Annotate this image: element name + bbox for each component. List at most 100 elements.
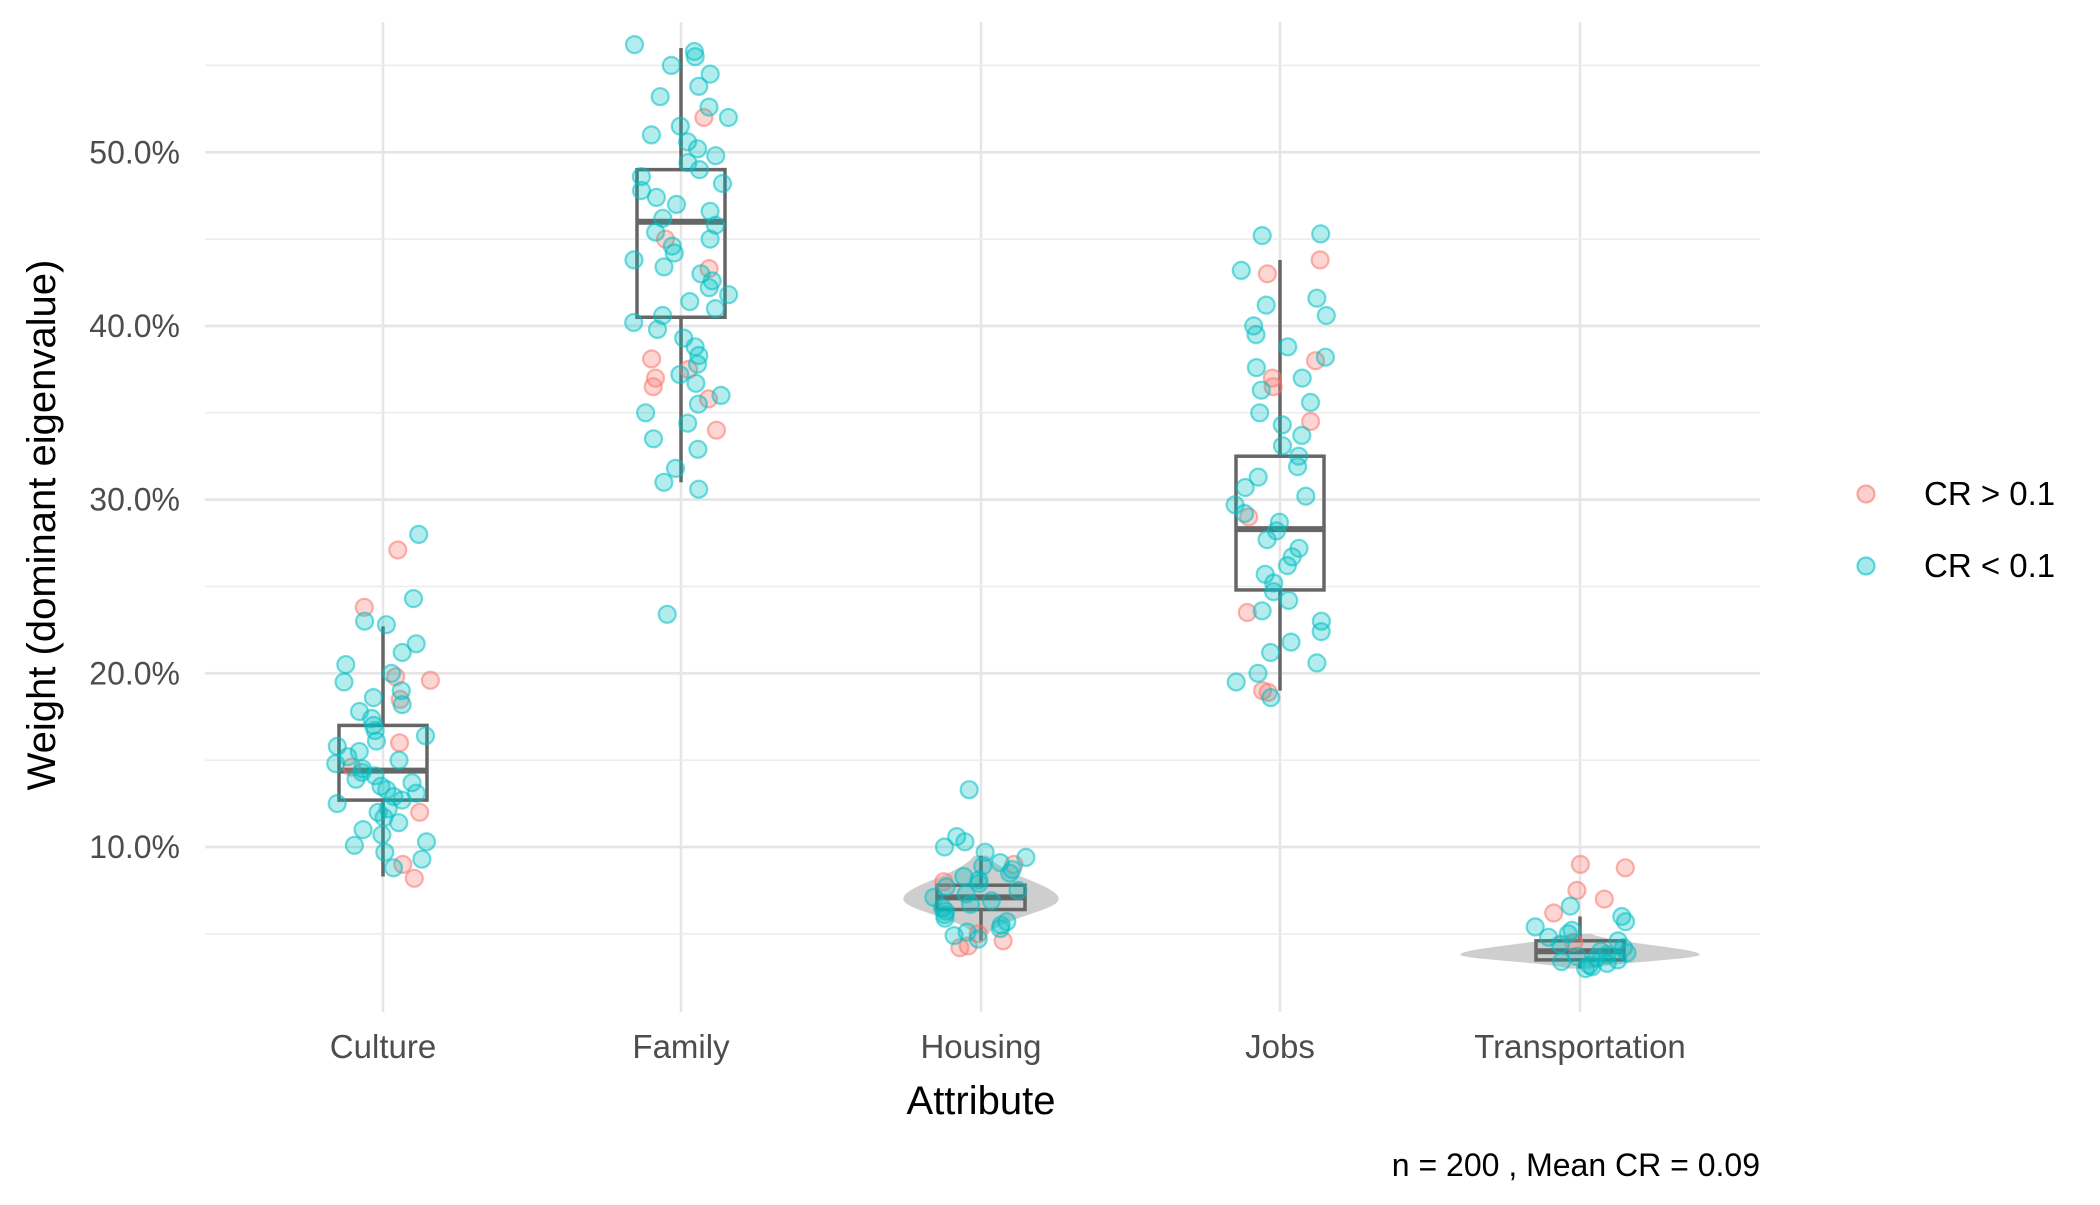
point-cr-low-housing [1016,847,1036,868]
point-cr-low-family [661,55,681,76]
point-cr-low-family [670,116,690,136]
point-cr-high-culture [388,540,408,560]
point-cr-low-culture [346,769,366,789]
point-cr-low-family [647,319,668,339]
point-cr-low-transportation [1560,896,1580,916]
point-cr-low-family [718,107,739,128]
point-cr-low-family [670,365,690,385]
point-cr-high-family [643,377,663,397]
point-cr-low-housing [1008,880,1028,901]
x-tick-label-housing: Housing [920,1028,1041,1065]
point-cr-high-jobs [1237,602,1257,623]
point-cr-low-housing [959,780,979,800]
point-cr-low-culture [381,663,402,683]
point-cr-low-transportation [1525,917,1545,937]
point-cr-low-transportation [1551,951,1572,972]
point-cr-low-culture [412,849,432,869]
point-cr-low-housing [936,877,956,897]
y-tick-label: 40.0% [89,308,180,344]
point-cr-low-jobs [1272,436,1293,456]
point-cr-low-family [646,187,667,207]
point-cr-low-culture [391,681,411,701]
point-cr-low-culture [366,731,386,751]
point-cr-high-transportation [1594,889,1614,909]
point-cr-high-culture [420,670,440,690]
point-cr-low-housing [1000,863,1020,883]
point-cr-low-culture [416,832,437,852]
point-cr-low-jobs [1311,224,1331,244]
point-cr-low-family [643,429,664,449]
point-cr-low-jobs [1234,503,1255,524]
point-cr-low-family [718,285,739,305]
point-cr-low-family [705,299,726,319]
point-cr-low-family [654,472,674,492]
point-cr-low-housing [973,856,993,876]
point-cr-low-family [689,76,709,96]
point-cr-low-jobs [1226,672,1246,692]
point-cr-low-family [666,194,687,214]
point-cr-low-jobs [1246,358,1267,378]
point-cr-low-jobs [1292,368,1312,388]
point-cr-low-transportation [1576,958,1596,979]
point-cr-low-housing [990,918,1011,939]
point-cr-high-transportation [1615,858,1635,878]
point-cr-low-jobs [1248,467,1268,487]
point-cr-low-transportation [1550,934,1571,954]
point-cr-low-family [624,250,644,270]
point-cr-low-family [712,173,733,194]
point-cr-high-jobs [1257,264,1278,284]
y-tick-label: 50.0% [89,134,180,170]
point-cr-low-family [677,132,698,152]
point-cr-low-jobs [1277,555,1298,576]
point-cr-low-jobs [1257,529,1277,550]
point-cr-low-culture [353,819,373,840]
point-cr-low-family [664,243,684,263]
point-cr-low-family [699,97,719,117]
point-cr-low-jobs [1272,415,1292,435]
point-cr-low-family [631,167,652,187]
legend: CR > 0.1 CR < 0.1 [1856,475,2055,584]
point-cr-low-culture [363,687,383,708]
point-cr-high-family [694,107,714,128]
point-cr-low-family [624,34,645,55]
point-cr-low-jobs [1248,663,1268,683]
point-cr-low-family [711,385,731,405]
point-cr-low-family [699,278,719,298]
point-cr-low-jobs [1252,601,1272,621]
point-cr-low-culture [406,634,426,654]
point-cr-low-culture [409,524,429,545]
y-tick-labels: 10.0% 20.0% 30.0% 40.0% 50.0% [89,134,180,865]
point-cr-high-transportation [1570,854,1591,875]
point-cr-high-transportation [1544,903,1564,923]
point-cr-low-jobs [1260,642,1281,663]
box-family [635,167,727,320]
point-cr-high-family [706,420,727,440]
point-cr-low-jobs [1231,260,1251,280]
point-cr-low-family [700,229,720,249]
x-tick-label-transportation: Transportation [1474,1028,1686,1065]
point-cr-low-family [686,373,706,393]
point-cr-high-culture [354,597,374,617]
point-cr-low-family [688,439,708,459]
point-cr-low-family [685,47,705,67]
legend-key-cr-low [1856,556,1876,576]
point-cr-low-family [688,394,709,414]
x-tick-label-jobs: Jobs [1245,1028,1315,1065]
point-cr-low-jobs [1296,486,1316,506]
point-cr-low-housing [968,929,988,949]
point-cr-low-culture [344,835,364,855]
x-tick-label-family: Family [632,1028,730,1065]
point-cr-low-jobs [1251,380,1271,400]
legend-label-cr-low: CR < 0.1 [1924,547,2055,584]
chart-caption: n = 200 , Mean CR = 0.09 [1392,1147,1760,1183]
point-cr-low-culture [375,842,395,862]
legend-label-cr-high: CR > 0.1 [1924,475,2055,512]
data-points [326,34,1637,979]
point-cr-low-housing [955,832,975,852]
point-cr-low-culture [355,611,375,631]
point-cr-low-jobs [1235,477,1255,498]
point-cr-low-housing [960,894,981,914]
x-tick-label-culture: Culture [330,1028,436,1065]
point-cr-low-culture [377,780,397,800]
